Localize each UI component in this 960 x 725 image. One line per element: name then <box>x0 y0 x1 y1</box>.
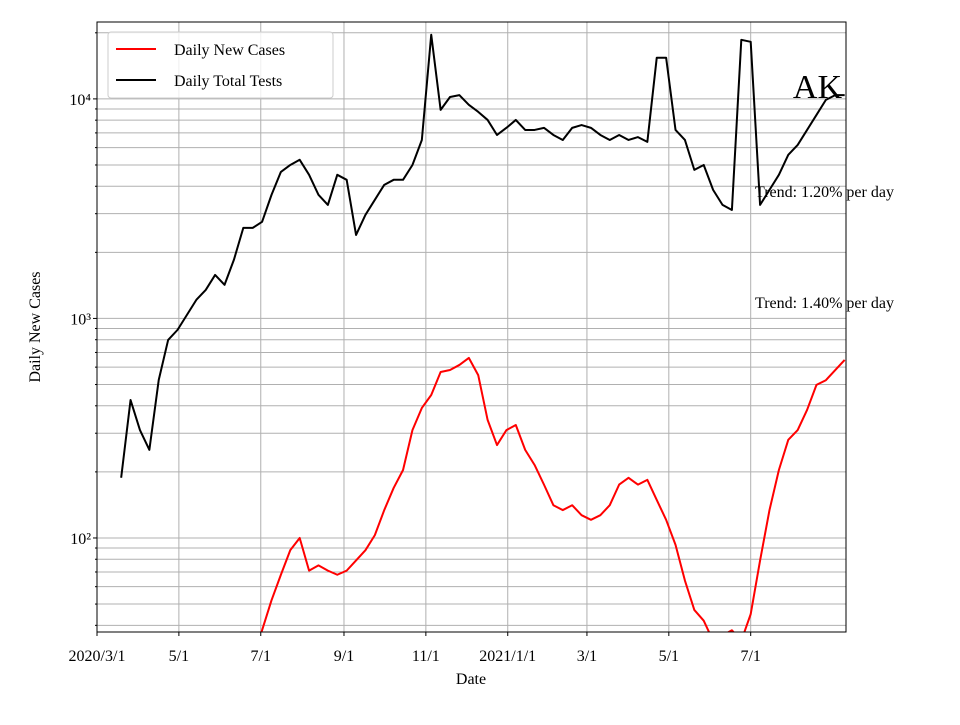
x-tick-label: 3/1 <box>577 648 597 665</box>
x-tick-label: 2021/1/1 <box>479 648 536 665</box>
grid <box>96 22 846 632</box>
y-tick-label: 10² <box>70 531 91 548</box>
legend-label: Daily Total Tests <box>174 73 282 90</box>
y-tick-label: 10³ <box>70 311 91 328</box>
chart-title: AK <box>793 69 843 106</box>
x-tick-label: 5/1 <box>169 648 189 665</box>
x-tick-label: 11/1 <box>412 648 440 665</box>
x-axis-label: Date <box>456 671 486 688</box>
y-axis-label: Daily New Cases <box>27 271 44 382</box>
legend-box <box>107 31 334 99</box>
plot-frame <box>96 21 847 633</box>
ticks: 10² 10³ 10⁴ 2020/3/1 5/1 7/1 9/1 11/1 2021/1/1 3/… <box>69 32 761 665</box>
plot-lines <box>120 33 846 632</box>
data-line <box>260 356 846 632</box>
x-tick-label: 7/1 <box>251 648 271 665</box>
data-line <box>120 33 845 478</box>
y-tick-label: 10⁴ <box>69 92 91 109</box>
annotation: Trend: 1.40% per day <box>755 295 894 312</box>
annotation: Trend: 1.20% per day <box>755 184 894 201</box>
legend: Daily New Cases Daily Total Tests <box>107 31 334 99</box>
legend-label: Daily New Cases <box>174 42 285 59</box>
x-tick-label: 9/1 <box>334 648 354 665</box>
x-tick-label: 7/1 <box>740 648 760 665</box>
x-tick-label: 5/1 <box>659 648 679 665</box>
x-tick-label: 2020/3/1 <box>69 648 126 665</box>
